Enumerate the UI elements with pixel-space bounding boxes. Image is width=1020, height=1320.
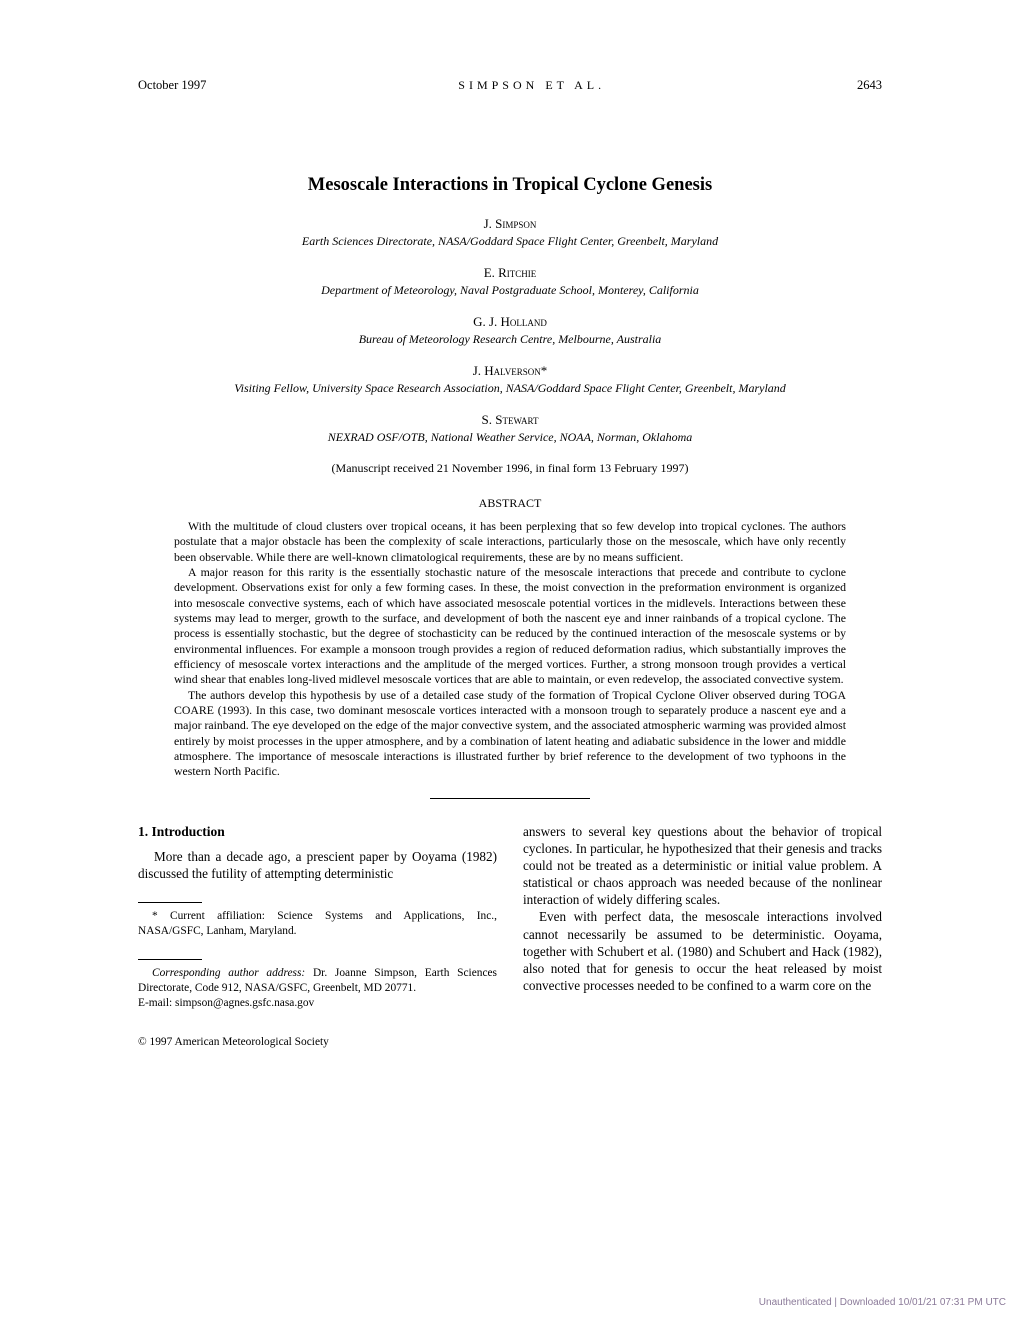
abstract-body: With the multitude of cloud clusters ove… [174,519,846,780]
author-name: J. Halverson* [138,363,882,379]
footnote-text: * Current affiliation: Science Systems a… [138,909,497,939]
copyright-line: © 1997 American Meteorological Society [138,1035,497,1050]
author-affiliation: NEXRAD OSF/OTB, National Weather Service… [138,430,882,445]
author-block-3: G. J. Holland Bureau of Meteorology Rese… [138,314,882,347]
manuscript-dates: (Manuscript received 21 November 1996, i… [138,461,882,476]
right-column: answers to several key questions about t… [523,823,882,1050]
abstract-para-3: The authors develop this hypothesis by u… [174,688,846,780]
author-name: E. Ritchie [138,265,882,281]
author-affiliation: Visiting Fellow, University Space Resear… [138,381,882,396]
author-name: S. Stewart [138,412,882,428]
footnote-correspondence: Corresponding author address: Dr. Joanne… [138,966,497,1010]
footnote-rule [138,959,202,960]
author-block-5: S. Stewart NEXRAD OSF/OTB, National Weat… [138,412,882,445]
section-heading-intro: 1. Introduction [138,823,497,841]
author-affiliation: Earth Sciences Directorate, NASA/Goddard… [138,234,882,249]
body-paragraph: answers to several key questions about t… [523,823,882,909]
author-affiliation: Bureau of Meteorology Research Centre, M… [138,332,882,347]
header-page-number: 2643 [857,78,882,93]
abstract-para-2: A major reason for this rarity is the es… [174,565,846,688]
footnote-email: E-mail: simpson@agnes.gsfc.nasa.gov [138,996,497,1011]
abstract-heading: ABSTRACT [138,496,882,511]
body-paragraph: More than a decade ago, a prescient pape… [138,848,497,882]
author-block-1: J. Simpson Earth Sciences Directorate, N… [138,216,882,249]
footnote-text: Corresponding author address: Dr. Joanne… [138,966,497,996]
author-name: G. J. Holland [138,314,882,330]
footnote-rule [138,902,202,903]
body-two-column: 1. Introduction More than a decade ago, … [138,823,882,1050]
author-affiliation: Department of Meteorology, Naval Postgra… [138,283,882,298]
corresponding-label: Corresponding author address: [152,967,305,979]
article-title: Mesoscale Interactions in Tropical Cyclo… [138,175,882,196]
download-watermark: Unauthenticated | Downloaded 10/01/21 07… [759,1297,1006,1308]
left-column: 1. Introduction More than a decade ago, … [138,823,497,1050]
running-header: October 1997 SIMPSON ET AL. 2643 [138,78,882,93]
body-paragraph: Even with perfect data, the mesoscale in… [523,908,882,994]
footnote-affiliation: * Current affiliation: Science Systems a… [138,909,497,939]
header-date: October 1997 [138,78,206,93]
abstract-para-1: With the multitude of cloud clusters ove… [174,519,846,565]
section-divider [430,798,590,799]
header-authors: SIMPSON ET AL. [458,78,605,93]
author-block-2: E. Ritchie Department of Meteorology, Na… [138,265,882,298]
author-block-4: J. Halverson* Visiting Fellow, Universit… [138,363,882,396]
author-name: J. Simpson [138,216,882,232]
